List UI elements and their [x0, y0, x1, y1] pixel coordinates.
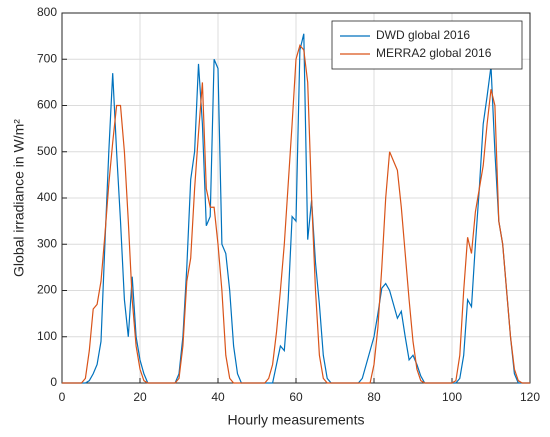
y-tick-label: 400	[37, 190, 57, 204]
legend-label: DWD global 2016	[376, 28, 470, 42]
x-tick-label: 80	[367, 390, 381, 404]
y-axis-label: Global irradiance in W/m²	[11, 119, 27, 277]
legend: DWD global 2016 MERRA2 global 2016	[331, 20, 523, 70]
y-tick-label: 0	[50, 375, 57, 389]
x-tick-label: 0	[59, 390, 66, 404]
y-tick-label: 300	[37, 236, 57, 250]
y-tick-label: 600	[37, 98, 57, 112]
y-tick-label: 700	[37, 51, 57, 65]
x-tick-label: 20	[133, 390, 147, 404]
x-tick-label: 100	[442, 390, 462, 404]
y-tick-label: 500	[37, 144, 57, 158]
x-tick-label: 40	[211, 390, 225, 404]
x-tick-label: 120	[520, 390, 540, 404]
x-tick-label: 60	[289, 390, 303, 404]
x-axis-label: Hourly measurements	[228, 412, 365, 428]
y-tick-label: 100	[37, 329, 57, 343]
plot-frame	[61, 12, 531, 384]
y-tick-label: 800	[37, 5, 57, 19]
y-tick-label: 200	[37, 283, 57, 297]
legend-label: MERRA2 global 2016	[376, 46, 492, 60]
legend-box	[331, 20, 523, 70]
series-line	[62, 44, 530, 384]
